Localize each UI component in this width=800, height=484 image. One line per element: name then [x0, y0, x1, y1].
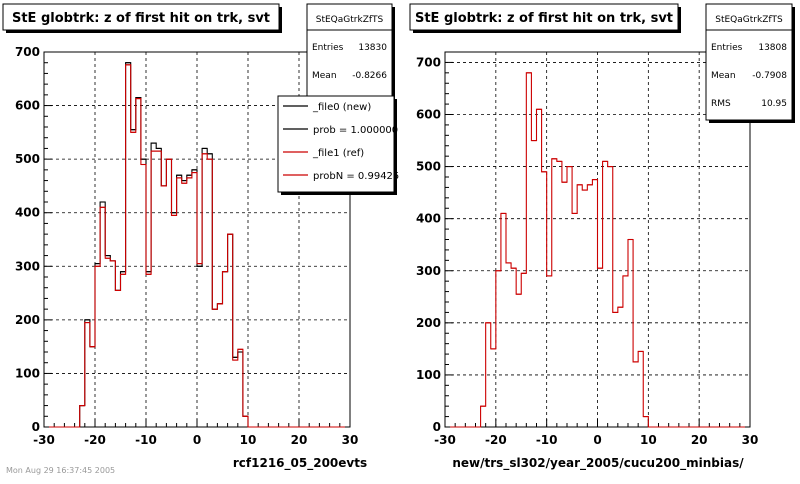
stats-name: StEQaGtrkZfTS — [316, 15, 384, 25]
y-tick-label: 100 — [15, 366, 40, 380]
x-axis-label: rcf1216_05_200evts — [233, 456, 367, 471]
stats-value: 13830 — [358, 43, 387, 53]
y-tick-label: 500 — [416, 160, 441, 174]
y-tick-label: 400 — [15, 206, 40, 220]
title-box — [2, 3, 280, 31]
legend-box — [277, 95, 395, 193]
stats-label: Entries — [312, 43, 344, 53]
stats-value: -0.8266 — [352, 71, 387, 81]
y-tick-label: 400 — [416, 212, 441, 226]
stats-label: Entries — [711, 43, 743, 53]
x-tick-label: -10 — [135, 433, 157, 447]
x-tick-label: 10 — [240, 433, 257, 447]
y-tick-label: 300 — [416, 264, 441, 278]
stats-value: -0.7908 — [752, 71, 787, 81]
x-tick-label: 20 — [691, 433, 708, 447]
title-box — [409, 3, 679, 31]
y-tick-label: 200 — [15, 313, 40, 327]
stats-box — [306, 3, 393, 100]
stats-name: StEQaGtrkZfTS — [715, 15, 783, 25]
stats-label: Mean — [711, 71, 736, 81]
x-tick-label: 30 — [742, 433, 759, 447]
y-tick-label: 0 — [32, 420, 40, 434]
stats-box — [705, 3, 793, 121]
y-tick-label: 700 — [15, 45, 40, 59]
x-tick-label: -20 — [84, 433, 106, 447]
y-tick-label: 300 — [15, 259, 40, 273]
chart-title: StE globtrk: z of first hit on trk, svt — [12, 11, 270, 26]
x-tick-label: -30 — [434, 433, 456, 447]
x-tick-label: 0 — [593, 433, 601, 447]
x-tick-label: 30 — [342, 433, 359, 447]
stats-value: 13808 — [758, 43, 787, 53]
y-tick-label: 200 — [416, 316, 441, 330]
legend-label: prob = 1.000000 — [313, 125, 398, 136]
x-tick-label: 0 — [193, 433, 201, 447]
stats-label: RMS — [711, 99, 731, 109]
y-tick-label: 0 — [433, 420, 441, 434]
stats-label: Mean — [312, 71, 337, 81]
stats-value: 10.95 — [761, 99, 787, 109]
x-tick-label: -20 — [485, 433, 507, 447]
legend-label: _file0 (new) — [312, 102, 371, 113]
y-tick-label: 600 — [416, 108, 441, 122]
footer-text: Mon Aug 29 16:37:45 2005 — [6, 466, 116, 475]
x-tick-label: -10 — [536, 433, 558, 447]
x-axis-label: new/trs_sl302/year_2005/cucu200_minbias/ — [452, 456, 744, 471]
y-tick-label: 700 — [416, 55, 441, 69]
x-tick-label: 20 — [291, 433, 308, 447]
y-tick-label: 600 — [15, 99, 40, 113]
y-tick-label: 500 — [15, 152, 40, 166]
chart-2: -30 -20 -10 0 10 20 300100200300400500600700St… — [409, 3, 795, 471]
y-tick-label: 100 — [416, 368, 441, 382]
legend-label: _file1 (ref) — [312, 148, 364, 159]
x-tick-label: 10 — [640, 433, 657, 447]
legend-label: probN = 0.99425 — [313, 171, 399, 182]
chart-title: StE globtrk: z of first hit on trk, svt — [415, 11, 673, 26]
chart-1: -30 -20 -10 0 10 20 300100200300400500600700St… — [2, 3, 399, 471]
x-tick-label: -30 — [33, 433, 55, 447]
